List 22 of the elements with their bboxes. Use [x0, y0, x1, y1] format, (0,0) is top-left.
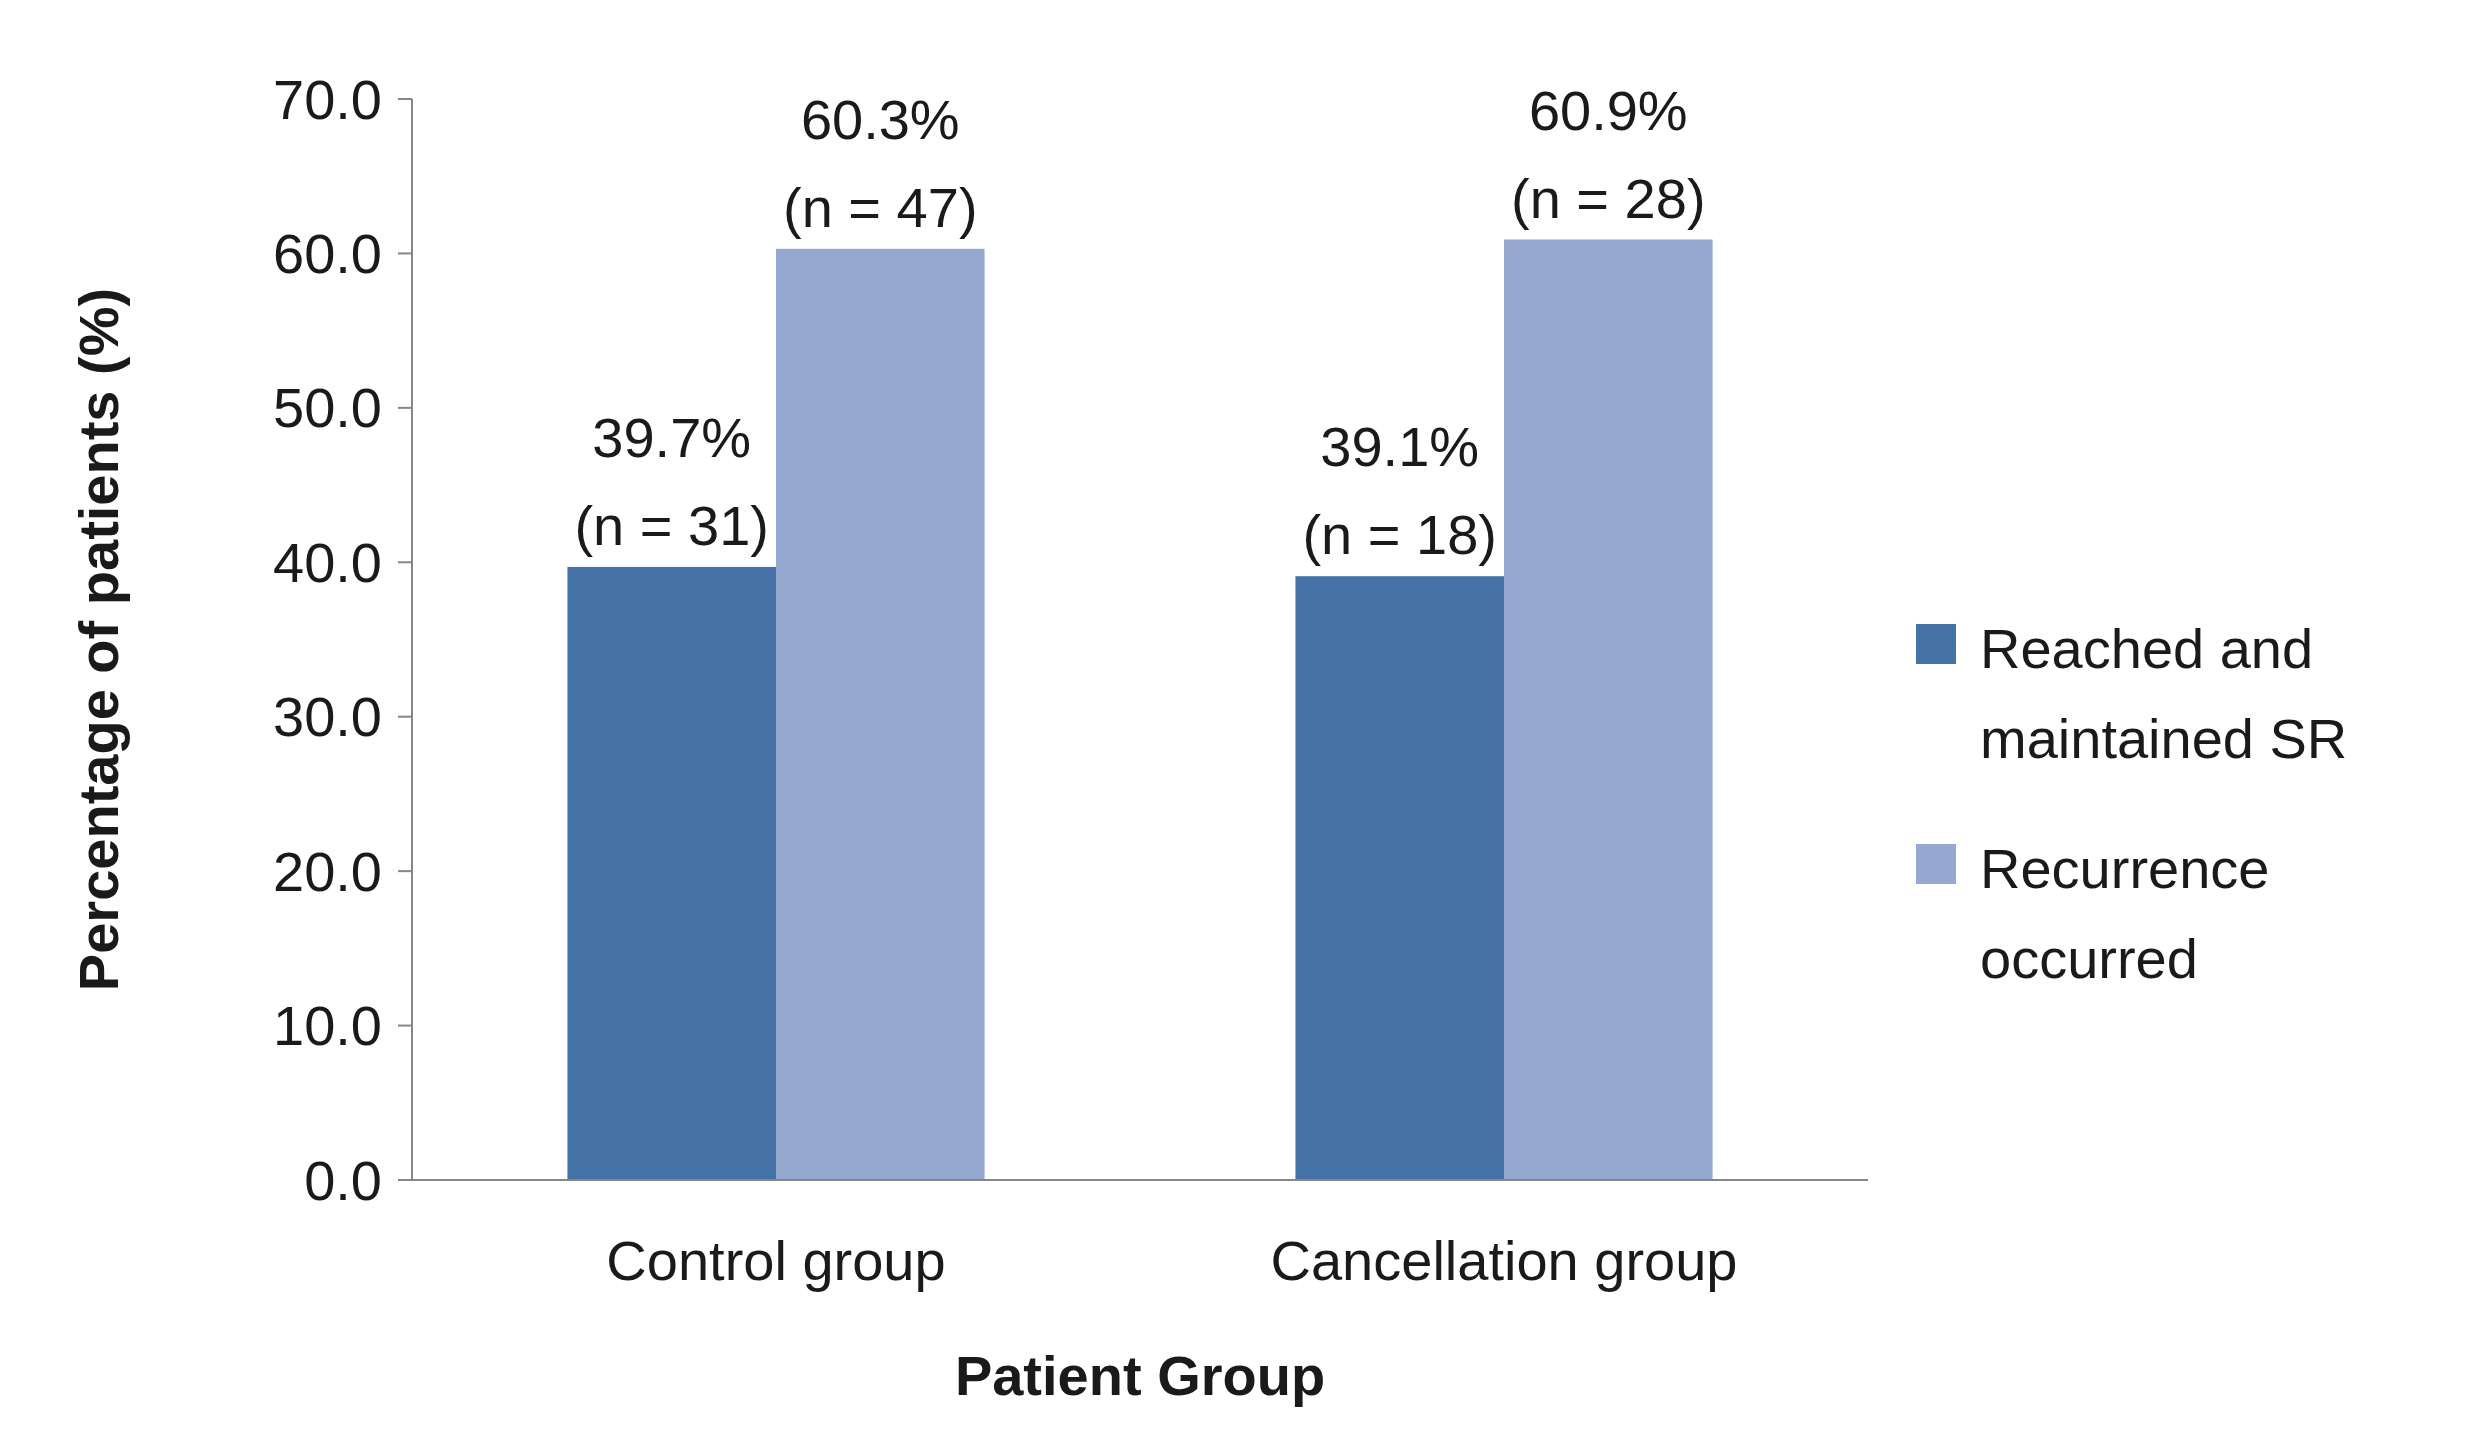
legend-label: Recurrence occurred — [1980, 836, 2270, 990]
bar — [776, 248, 985, 1180]
y-axis-title: Percentage of patients (%) — [67, 287, 130, 992]
y-tick-label: 30.0 — [273, 685, 382, 749]
data-label: 60.3% (n = 47) — [783, 87, 978, 239]
y-tick-label: 70.0 — [273, 67, 382, 131]
y-tick-label: 10.0 — [273, 994, 382, 1058]
y-tick-label: 20.0 — [273, 839, 382, 903]
x-tick-label: Cancellation group — [1270, 1229, 1738, 1292]
bar — [1504, 239, 1713, 1180]
y-tick-label: 60.0 — [273, 222, 382, 286]
legend-label: Reached and maintained SR — [1980, 616, 2348, 770]
bar — [567, 566, 776, 1180]
x-tick-label: Control group — [606, 1229, 946, 1292]
y-tick-label: 50.0 — [273, 376, 382, 440]
bar — [1295, 576, 1504, 1180]
data-label: 39.7% (n = 31) — [574, 405, 769, 557]
data-label: 39.1% (n = 18) — [1302, 415, 1497, 567]
y-tick-label: 0.0 — [304, 1148, 382, 1212]
data-label: 60.9% (n = 28) — [1511, 78, 1706, 230]
y-tick-label: 40.0 — [273, 530, 382, 594]
x-axis-title: Patient Group — [954, 1344, 1326, 1407]
